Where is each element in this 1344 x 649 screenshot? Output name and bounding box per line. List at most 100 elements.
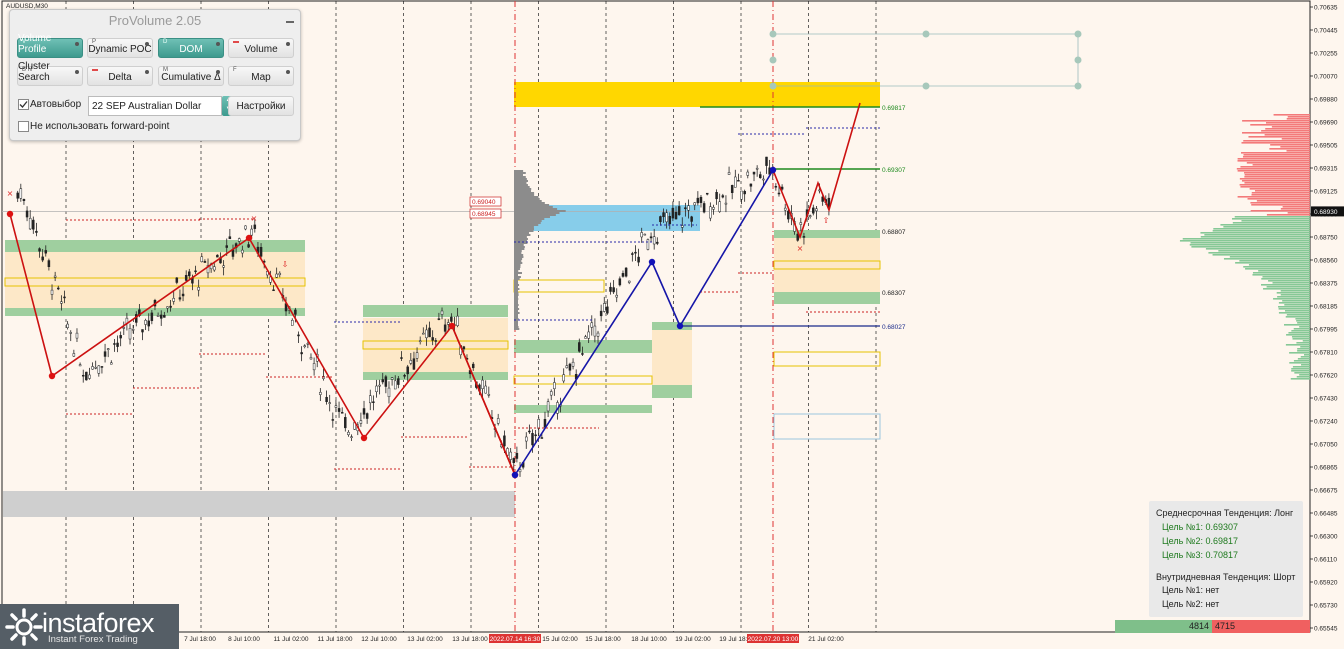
candle-body: [815, 208, 818, 212]
candle-body: [269, 276, 272, 283]
settings-button[interactable]: Настройки: [228, 96, 294, 116]
market-profile-bar: [1245, 268, 1310, 270]
candle-body: [812, 207, 815, 214]
candle-body: [646, 239, 650, 250]
hotkey-label: V: [22, 39, 27, 45]
volume-profile-bar: [514, 180, 529, 182]
hotkey-label: P: [92, 39, 97, 45]
y-tick-label: 0.65545: [1314, 626, 1338, 633]
candle-body: [409, 360, 413, 364]
y-tick-label: 0.70635: [1314, 5, 1338, 12]
candle-body: [627, 280, 631, 283]
market-profile-bar: [1200, 232, 1310, 234]
y-tick-label: 0.69315: [1314, 166, 1338, 173]
cluster-search-button[interactable]: B N Cluster Search: [17, 61, 83, 86]
market-profile-bar: [1286, 150, 1310, 152]
logo-tagline: Instant Forex Trading: [48, 634, 138, 645]
candle-body: [272, 289, 275, 292]
hotkey-label: B N: [22, 67, 33, 73]
candle-body: [631, 253, 634, 255]
market-profile-bar: [1277, 296, 1310, 298]
market-profile-bar: [1242, 132, 1310, 134]
volume-profile-bar: [514, 198, 540, 200]
y-tick-label: 0.68560: [1314, 258, 1338, 265]
volume-profile-bar: [514, 240, 527, 242]
candle-body: [32, 219, 35, 230]
delta-button[interactable]: Delta: [87, 66, 153, 86]
market-profile-bar: [1270, 144, 1310, 146]
dynamic-poc-button[interactable]: P Dynamic POC: [87, 38, 153, 58]
candle-body: [674, 211, 678, 220]
market-profile-bar: [1273, 114, 1310, 116]
market-profile-bar: [1282, 206, 1310, 208]
cumulative-delta-button[interactable]: M Cumulative Δ: [158, 66, 224, 86]
candle-body: [774, 186, 778, 188]
status-dot-icon: [216, 70, 220, 74]
market-profile-bar: [1290, 378, 1310, 380]
red-marker-icon: [233, 41, 239, 43]
volume-profile-bar: [514, 234, 531, 236]
map-button[interactable]: F Map: [228, 66, 294, 86]
candle-body: [400, 357, 403, 359]
market-profile-bar: [1251, 204, 1310, 206]
zone: [774, 238, 880, 293]
candle-body: [16, 192, 19, 199]
button-label: Volume Profile: [18, 33, 52, 55]
x-highlight-box: [489, 634, 541, 643]
candle-body: [300, 352, 303, 355]
volume-profile-bar: [514, 250, 522, 252]
volume-profile-bar: [514, 300, 518, 302]
candle-body: [94, 367, 97, 369]
candle-body: [759, 174, 762, 179]
candle-body: [515, 452, 519, 459]
candle-body: [231, 249, 235, 257]
candle-body: [418, 340, 422, 343]
market-profile-bar: [1266, 214, 1310, 216]
instaforex-logo[interactable]: instaforex Instant Forex Trading: [0, 604, 179, 649]
market-profile-bar: [1242, 156, 1310, 158]
volume-profile-bar: [514, 290, 518, 292]
candle-body: [677, 206, 681, 216]
volume-profile-bar: [514, 256, 524, 258]
candle-body: [362, 408, 366, 415]
y-tick-label: 0.67810: [1314, 350, 1338, 357]
check-icon: [19, 101, 28, 108]
y-tick-label: 0.67240: [1314, 419, 1338, 426]
auto-select-checkbox[interactable]: [18, 99, 29, 110]
forward-point-checkbox[interactable]: [18, 121, 29, 132]
candle-body: [765, 156, 768, 166]
volume-profile-bar: [514, 248, 525, 250]
candle-body: [618, 278, 622, 286]
candle-body: [546, 401, 550, 412]
red-zigzag: [451, 325, 516, 476]
candle-body: [571, 361, 575, 367]
candle-body: [565, 365, 569, 369]
volume-profile-button[interactable]: V Volume Profile: [17, 33, 83, 58]
candle-body: [241, 249, 244, 254]
market-profile-bar: [1240, 166, 1310, 168]
drag-handle: [922, 30, 930, 38]
candle-body: [131, 328, 135, 331]
market-profile-bar: [1213, 228, 1310, 230]
market-profile-bar: [1299, 374, 1310, 376]
candle-body: [150, 312, 154, 321]
y-tick-label: 0.69880: [1314, 97, 1338, 104]
market-profile-bar: [1256, 200, 1310, 202]
volume-profile-bar: [514, 194, 535, 196]
volume-button[interactable]: Volume: [228, 38, 294, 58]
instrument-select[interactable]: 22 SEP Australian Dollar: [88, 96, 222, 116]
signal-marker-icon: ⇧: [823, 216, 830, 225]
intraday-target-1: Цель №1: нет: [1162, 585, 1220, 595]
volume-profile-bar: [514, 258, 523, 260]
candle-body: [531, 433, 534, 446]
candle-body: [553, 382, 556, 390]
zone: [5, 240, 305, 252]
y-tick-label: 0.69505: [1314, 143, 1338, 150]
candle-body: [297, 334, 300, 337]
provolume-panel[interactable]: ProVolume 2.05 V Volume Profile P Dynamic …: [9, 9, 301, 141]
dom-button[interactable]: D DOM: [158, 38, 224, 58]
minimize-icon[interactable]: [286, 21, 294, 23]
swing-point: [648, 258, 656, 266]
candle-body: [434, 340, 438, 342]
level-label: 0.68027: [882, 324, 906, 331]
